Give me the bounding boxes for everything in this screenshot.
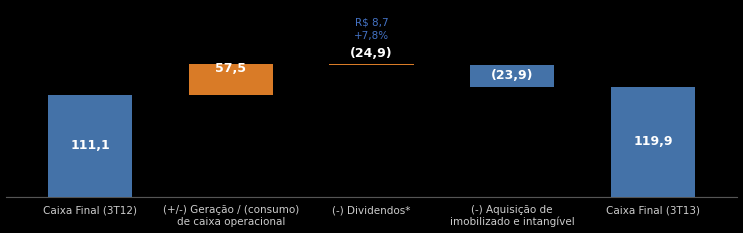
Ellipse shape (328, 19, 415, 39)
Text: 57,5: 57,5 (215, 62, 246, 75)
Text: 119,9: 119,9 (633, 135, 672, 148)
Bar (189, 42, 273, 95)
Text: 111,1: 111,1 (70, 139, 110, 152)
Bar (48, 95, 132, 197)
Text: R$ 8,7
+7,8%: R$ 8,7 +7,8% (354, 17, 389, 41)
Bar (329, 42, 414, 65)
Bar (470, 65, 554, 87)
Bar (611, 87, 695, 197)
Text: (23,9): (23,9) (491, 69, 533, 82)
Text: (24,9): (24,9) (350, 47, 393, 60)
